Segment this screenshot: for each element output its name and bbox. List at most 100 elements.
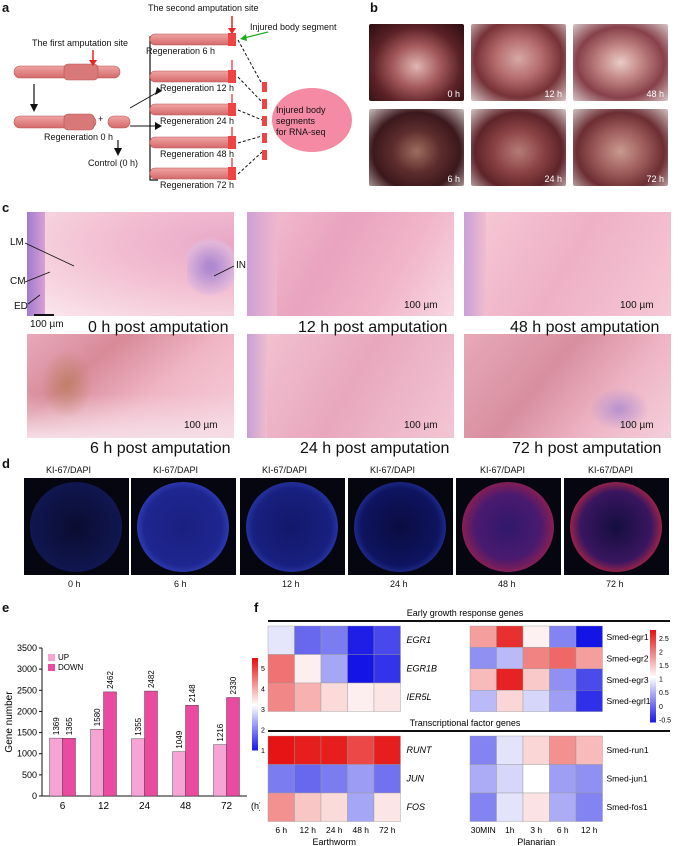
worm-intact xyxy=(13,63,121,81)
stain-title-2: KI-67/DAPI xyxy=(153,465,199,475)
fluo-24h xyxy=(348,478,453,575)
scale-left-segment xyxy=(252,678,258,682)
scale-left-segment xyxy=(252,733,258,737)
scale-right-segment xyxy=(650,673,656,677)
photo-72h-label: 72 h xyxy=(646,174,664,184)
bar-value-label: 1365 xyxy=(65,717,74,735)
planarian-tf-cell xyxy=(549,735,577,765)
earthworm-label: Earthworm xyxy=(312,837,356,846)
scale-right-segment xyxy=(650,696,656,700)
y-tick-label: 3000 xyxy=(17,664,37,674)
gene-label: EGR1 xyxy=(407,635,432,645)
scale-left-segment xyxy=(252,717,258,721)
x-axis-unit: (h) xyxy=(251,801,260,811)
gene-label: Smed-egrl1 xyxy=(607,696,651,706)
control-label: Control (0 h) xyxy=(88,158,139,168)
panel-a-schematic xyxy=(13,16,352,181)
planarian-egr-cell xyxy=(522,647,550,670)
scale-left-segment xyxy=(252,681,258,684)
x-tick-label: 24 xyxy=(139,801,151,812)
scale-right-segment xyxy=(650,699,656,702)
photo-12h-label: 12 h xyxy=(544,89,562,99)
planarian-tf-cell xyxy=(549,792,577,822)
planarian-tf-cell xyxy=(496,792,524,822)
scale-right-segment xyxy=(650,643,656,647)
scale-left-segment xyxy=(252,697,258,700)
scale-right-segment xyxy=(650,646,656,649)
scale-right-segment xyxy=(650,659,656,663)
bar-value-label: 1355 xyxy=(134,717,143,735)
rnaseq-ellipse xyxy=(272,88,352,152)
legend-label: DOWN xyxy=(58,663,84,672)
scale-right-segment xyxy=(650,636,656,640)
earthworm-tf-cell xyxy=(320,792,348,822)
planarian-egr-cell xyxy=(575,668,603,691)
fluo-time-0h: 0 h xyxy=(68,579,81,589)
planarian-egr-cell xyxy=(469,647,497,670)
scale-left-segment xyxy=(252,667,258,670)
planarian-egr-cell xyxy=(496,689,524,712)
earthworm-egr-cell xyxy=(373,682,401,712)
x-tick-label: 6 xyxy=(60,801,66,812)
histo-12h xyxy=(247,212,454,316)
bar-value-label: 2148 xyxy=(188,684,197,702)
scale-left-segment xyxy=(252,724,258,728)
scale-left-segment xyxy=(252,720,258,723)
planarian-egr-cell xyxy=(575,625,603,648)
scale-right-segment xyxy=(650,710,656,714)
scale-right-segment xyxy=(650,632,656,636)
earthworm-tf-cell xyxy=(267,735,295,765)
x-tick-label: 72 xyxy=(221,801,233,812)
x-label: 12 h xyxy=(581,825,598,835)
stain-title-1: KI-67/DAPI xyxy=(46,465,92,475)
scale-left-segment xyxy=(252,664,258,668)
scale-right-segment xyxy=(650,680,656,684)
planarian-tf-cell xyxy=(469,764,497,794)
scale-left-segment xyxy=(252,729,258,733)
scale-right-segment xyxy=(650,630,656,633)
planarian-tf-cell xyxy=(549,764,577,794)
label-in: IN xyxy=(236,260,246,271)
scale-left-segment xyxy=(252,704,258,707)
scale-right-segment xyxy=(650,664,656,668)
planarian-egr-cell xyxy=(549,668,577,691)
gene-label: Smed-fos1 xyxy=(607,802,648,812)
scale-right-segment xyxy=(650,641,656,645)
scale-left-label: 4 xyxy=(261,687,265,694)
photo-0h: 0 h xyxy=(369,24,464,101)
planarian-egr-cell xyxy=(549,689,577,712)
caption-6h: 6 h post amputation xyxy=(90,440,231,457)
scale-0h: 100 µm xyxy=(30,319,64,330)
x-label: 6 h xyxy=(275,825,287,835)
earthworm-tf-cell xyxy=(320,764,348,794)
planarian-tf-cell xyxy=(522,792,550,822)
earthworm-tf-cell xyxy=(294,792,322,822)
y-tick-label: 0 xyxy=(32,791,37,801)
label-lm: LM xyxy=(10,237,24,248)
scale-24h: 100 µm xyxy=(404,420,438,431)
plus-sign: + xyxy=(98,114,104,124)
regen-12h-label: Regeneration 12 h xyxy=(160,83,235,93)
regen-24h-label: Regeneration 24 h xyxy=(160,116,235,126)
fluo-time-12h: 12 h xyxy=(282,579,300,589)
scale-right-label: 2.5 xyxy=(659,636,669,643)
scale-right-label: 0.5 xyxy=(659,690,669,697)
scale-right-segment xyxy=(650,682,656,686)
scale-left-segment xyxy=(252,662,258,666)
injured-segment-label: Injured body segment xyxy=(250,22,337,32)
bar-down xyxy=(226,697,240,797)
planarian-tf-cell xyxy=(575,792,603,822)
scale-right-segment xyxy=(650,676,656,679)
stain-title-5: KI-67/DAPI xyxy=(480,465,526,475)
scale-left-segment xyxy=(252,685,258,689)
planarian-egr-cell xyxy=(469,668,497,691)
panel-label-d: d xyxy=(2,456,10,471)
scale-left-segment xyxy=(252,660,258,664)
earthworm-egr-cell xyxy=(267,682,295,712)
scale-right-segment xyxy=(650,685,656,688)
scale-left-segment xyxy=(252,671,258,675)
earthworm-egr-cell xyxy=(294,682,322,712)
scale-left-segment xyxy=(252,743,258,746)
scale-right-segment xyxy=(650,715,656,718)
stain-title-4: KI-67/DAPI xyxy=(370,465,416,475)
